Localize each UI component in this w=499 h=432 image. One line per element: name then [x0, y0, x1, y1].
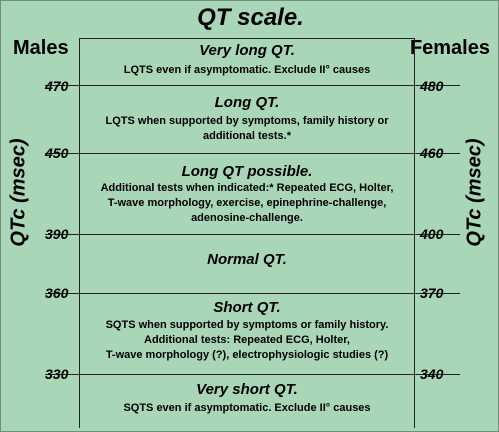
zone-title: Long QT.	[214, 94, 280, 111]
diagram-title: QT scale.	[197, 4, 304, 31]
separator-4	[45, 293, 460, 294]
male-tick: 390	[45, 226, 69, 242]
zone-line: LQTS even if asymptomatic. Exclude II° c…	[123, 64, 371, 76]
zone-line: adenosine-challenge.	[191, 212, 303, 224]
zone-normal-qt: Normal QT.	[79, 251, 415, 268]
zone-line: Additional tests: Repeated ECG, Holter,	[144, 334, 350, 346]
separator-5	[45, 374, 460, 375]
zone-line: LQTS when supported by symptoms, family …	[105, 115, 389, 127]
zone-title: Short QT.	[213, 299, 281, 316]
zone-title: Very short QT.	[196, 381, 298, 398]
female-tick: 460	[420, 145, 444, 161]
male-tick: 360	[45, 285, 69, 301]
separator-3	[45, 234, 460, 235]
zone-title: Very long QT.	[199, 42, 295, 59]
zone-long-qt-possible: Long QT possible. Additional tests when …	[79, 163, 415, 226]
right-axis-label: QTc (msec)	[463, 138, 486, 247]
zone-line: additional tests.*	[202, 130, 292, 142]
male-tick: 450	[45, 145, 69, 161]
zone-very-short-qt: Very short QT. SQTS even if asymptomatic…	[79, 381, 415, 416]
scale-box	[79, 38, 415, 428]
male-tick: 470	[45, 78, 69, 94]
male-tick: 330	[45, 366, 69, 382]
zone-very-long-qt: Very long QT. LQTS even if asymptomatic.…	[79, 42, 415, 78]
separator-1	[45, 85, 460, 86]
zone-line: SQTS when supported by symptoms or famil…	[105, 319, 389, 331]
zone-title: Long QT possible.	[181, 163, 313, 180]
zone-line: SQTS even if asymptomatic. Exclude II° c…	[123, 402, 371, 414]
females-header: Females	[409, 37, 490, 59]
zone-title: Normal QT.	[207, 251, 287, 268]
zone-long-qt: Long QT. LQTS when supported by symptoms…	[79, 94, 415, 144]
left-axis-label: QTc (msec)	[7, 138, 30, 247]
zone-line: Additional tests when indicated:* Repeat…	[100, 182, 394, 194]
female-tick: 370	[420, 285, 444, 301]
males-header: Males	[13, 37, 69, 59]
zone-short-qt: Short QT. SQTS when supported by symptom…	[79, 299, 415, 363]
zone-line: T-wave morphology, exercise, epinephrine…	[107, 197, 387, 209]
female-tick: 400	[420, 226, 444, 242]
separator-2	[45, 153, 460, 154]
female-tick: 480	[420, 78, 444, 94]
zone-line: T-wave morphology (?), electrophysiologi…	[105, 349, 389, 361]
female-tick: 340	[420, 366, 444, 382]
